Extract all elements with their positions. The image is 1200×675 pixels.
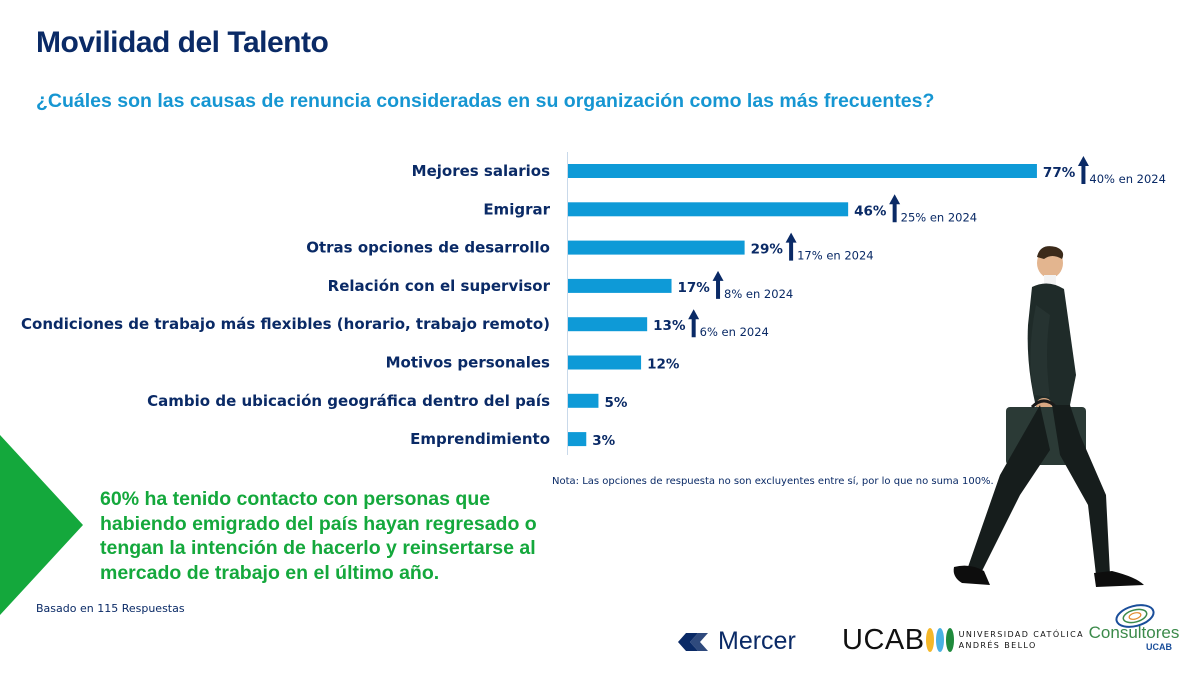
bar [568,202,849,217]
bar [568,355,642,370]
category-label: Cambio de ubicación geográfica dentro de… [147,392,550,410]
category-label: Motivos personales [386,354,550,372]
value-label: 17% [678,280,711,296]
consultores-rings-icon [1115,604,1155,628]
chart-note: Nota: Las opciones de respuesta no son e… [552,476,994,487]
highlight-statement: 60% ha tenido contacto con personas que … [100,488,537,584]
mercer-mark-icon [678,632,708,651]
value-label: 3% [592,433,615,449]
category-label: Otras opciones de desarrollo [306,239,550,257]
up-arrow-icon [712,270,724,299]
bar [568,164,1037,178]
comparison-2024-label: 17% en 2024 [797,249,874,263]
value-label: 5% [604,395,627,411]
comparison-2024-label: 25% en 2024 [901,210,978,224]
comparison-2024-label: 40% en 2024 [1089,172,1166,186]
up-arrow-icon [889,194,901,223]
value-label: 46% [854,203,887,219]
ucab-wordmark: UCAB [842,623,925,656]
mercer-wordmark: Mercer [718,627,796,655]
businessman-walking-icon [953,246,1144,587]
value-label: 29% [751,242,784,258]
chart-question: ¿Cuáles son las causas de renuncia consi… [36,90,935,112]
category-label: Emigrar [483,200,550,218]
up-arrow-icon [688,309,700,338]
consultores-ucab-logo: Consultores UCAB [1084,604,1184,652]
up-arrow-icon [785,232,797,261]
category-label: Condiciones de trabajo más flexibles (ho… [21,315,550,333]
category-label: Relación con el supervisor [328,277,551,295]
comparison-2024-label: 8% en 2024 [724,287,793,301]
up-arrow-icon [1077,156,1089,184]
consultores-wordmark: Consultores [1088,623,1180,642]
bar [568,317,648,332]
ucab-name-line1: UNIVERSIDAD CATÓLICA [958,630,1084,639]
value-label: 12% [647,357,680,373]
bar [568,432,587,447]
mercer-logo: Mercer [676,627,796,656]
ucab-flames-icon [925,628,954,652]
category-label: Emprendimiento [410,430,550,448]
bar [568,278,672,293]
ucab-logo: UCAB UNIVERSIDAD CATÓLICA ANDRÉS BELLO [842,622,1084,658]
ucab-name-line2: ANDRÉS BELLO [958,641,1037,650]
page-title: Movilidad del Talento [36,26,329,59]
value-label: 13% [653,318,686,334]
bar [568,240,745,255]
bar [568,393,599,408]
base-note: Basado en 115 Respuestas [36,602,185,615]
green-triangle-decoration [0,435,83,615]
consultores-sub: UCAB [1146,642,1172,652]
comparison-2024-label: 6% en 2024 [700,325,769,339]
value-label: 77% [1043,165,1076,181]
bar-chart: Mejores salarios 77% 40% en 2024 Emigrar 46%… [21,152,1166,455]
category-label: Mejores salarios [412,162,550,180]
